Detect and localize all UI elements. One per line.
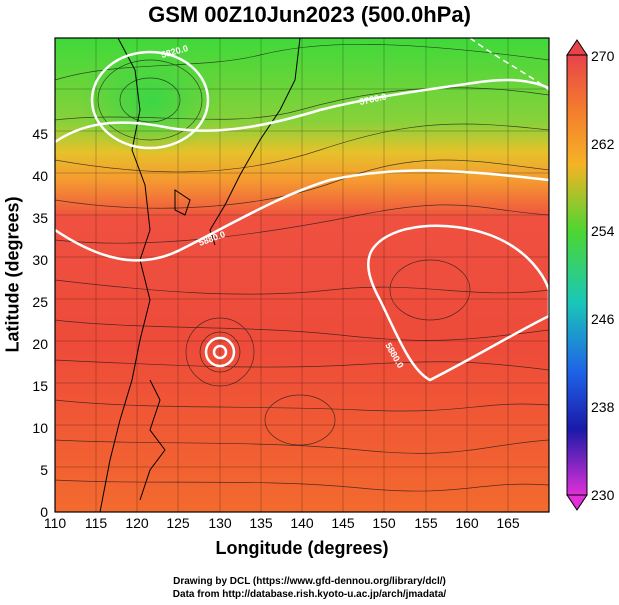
x-ticks: 110 115 120 125 130 135 140 145 150 155 … [44, 515, 520, 531]
contour-5880-cyclone-inner [212, 344, 228, 360]
x-axis-title: Longitude (degrees) [215, 538, 389, 558]
colorbar-tick-label: 262 [591, 136, 615, 152]
colorbar-tick-label: 230 [591, 487, 615, 503]
contour-5880-north [55, 169, 549, 262]
x-tick-label: 160 [455, 515, 479, 531]
x-tick-label: 130 [208, 515, 232, 531]
y-tick-label: 0 [40, 504, 48, 520]
x-tick-label: 165 [496, 515, 520, 531]
x-tick-label: 120 [125, 515, 149, 531]
colorbar [566, 39, 588, 511]
x-tick-label: 115 [85, 515, 108, 531]
credit-data: Data from http://database.rish.kyoto-u.a… [172, 589, 447, 600]
contour-5760 [55, 78, 549, 144]
y-tick-label: 20 [32, 336, 48, 352]
y-tick-label: 5 [40, 462, 48, 478]
colorbar-tick-label: 270 [591, 48, 615, 64]
y-tick-label: 10 [32, 420, 48, 436]
credit-drawing: Drawing by DCL (https://www.gfd-dennou.o… [173, 576, 446, 587]
colorbar-tick-label: 246 [591, 311, 615, 327]
temperature-field [55, 38, 549, 512]
colorbar-tick-label: 238 [591, 399, 615, 415]
y-tick-label: 30 [32, 252, 48, 268]
y-tick-label: 40 [32, 168, 48, 184]
colorbar-ticks: 270 262 254 246 238 230 [591, 48, 615, 503]
x-tick-label: 135 [249, 515, 273, 531]
x-tick-label: 155 [414, 515, 438, 531]
contour-5880-cyclone-outer [204, 336, 236, 368]
contour-5820-low [90, 50, 210, 150]
colorbar-tick-label: 254 [591, 223, 615, 239]
x-tick-label: 110 [44, 515, 67, 531]
x-tick-label: 140 [290, 515, 314, 531]
plot-frame [54, 37, 550, 513]
contour-dashed-north [469, 38, 549, 91]
y-tick-label: 25 [32, 294, 48, 310]
y-tick-label: 35 [32, 210, 48, 226]
y-axis-title: Latitude (degrees) [2, 196, 23, 353]
streamlines [55, 43, 549, 492]
x-tick-label: 145 [331, 515, 355, 531]
y-ticks: 0 5 10 15 20 25 30 35 40 45 [32, 126, 48, 520]
x-tick-label: 150 [372, 515, 396, 531]
height-contours [55, 38, 549, 382]
contour-5880-high [367, 224, 549, 382]
y-tick-label: 45 [32, 126, 48, 142]
x-tick-label: 125 [166, 515, 190, 531]
figure-title: GSM 00Z10Jun2023 (500.0hPa) [148, 2, 471, 27]
y-tick-label: 15 [32, 378, 48, 394]
